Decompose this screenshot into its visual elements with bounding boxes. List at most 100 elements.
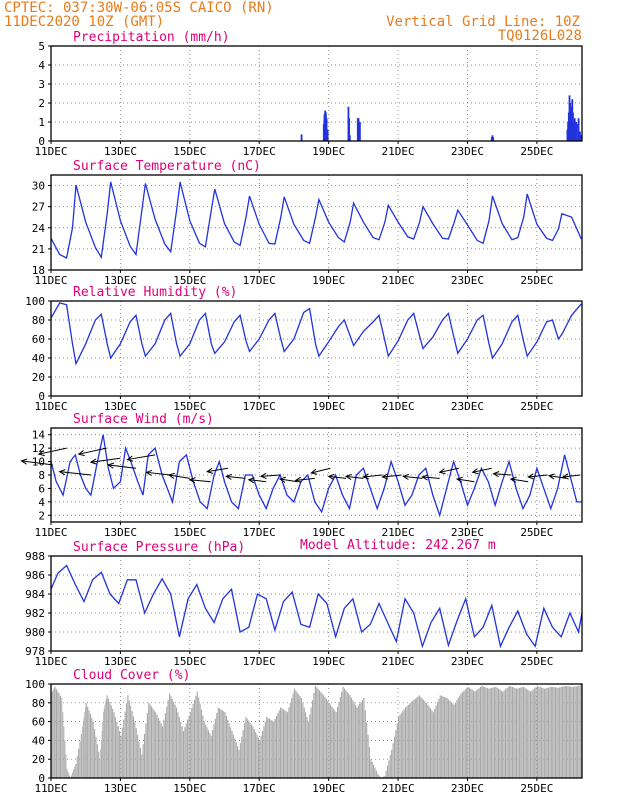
cloud-bar [98, 751, 100, 778]
cloud-bar [241, 736, 243, 778]
cloud-bar [492, 687, 494, 778]
cloud-bar [424, 701, 426, 778]
cloud-bar [405, 707, 407, 778]
cloud-bar [317, 688, 319, 778]
y-tick-label: 1 [38, 116, 45, 129]
cloud-bar [65, 754, 67, 778]
x-tick-label: 23DEC [451, 145, 484, 158]
cloud-bar [373, 764, 375, 778]
precip-bar [577, 118, 580, 141]
cloud-bar [271, 720, 273, 778]
cloud-bar [561, 686, 563, 778]
cloud-bar [520, 687, 522, 778]
panel-precip: 0 1 2 3 4 5 11DEC 13DEC 15DEC 17DEC 19DEC 21DEC 23DE… [34, 30, 583, 158]
cloud-bar [366, 722, 368, 778]
x-tick-label: 15DEC [173, 655, 206, 668]
y-tick-label: 2 [38, 97, 45, 110]
cloud-bar [239, 743, 241, 778]
cloud-bar [307, 721, 309, 778]
x-tick-label: 11DEC [34, 400, 67, 413]
cloud-bar [224, 712, 226, 778]
cloud-bar [130, 705, 132, 778]
cloud-bar [146, 713, 148, 778]
cloud-bar [127, 695, 129, 778]
cloud-bar [287, 712, 289, 778]
cloud-bar [284, 710, 286, 778]
x-tick-label: 21DEC [381, 145, 414, 158]
cloud-bar [73, 769, 75, 778]
cloud-bar [466, 688, 468, 778]
x-tick-label: 25DEC [520, 145, 553, 158]
cloud-bar [302, 702, 304, 778]
cloud-bar [414, 698, 416, 778]
x-tick-label: 11DEC [34, 526, 67, 539]
cloud-bar [61, 698, 63, 778]
header-grid-note: Vertical Grid Line: 10Z [386, 14, 580, 30]
panel-frame [50, 300, 583, 397]
cloud-bar [164, 713, 166, 778]
cloud-bar [379, 776, 380, 778]
cloud-bar [256, 734, 258, 778]
cloud-bar [196, 691, 198, 778]
x-tick-label: 13DEC [104, 145, 137, 158]
cloud-bar [170, 696, 172, 778]
cloud-bar [578, 685, 580, 778]
cloud-bar [389, 755, 391, 778]
cloud-bar [80, 733, 82, 778]
cloud-bar [550, 686, 552, 778]
x-tick-label: 23DEC [451, 274, 484, 287]
model-altitude: Model Altitude: 242.267 m [300, 538, 496, 553]
y-tick-label: 3 [38, 78, 45, 91]
cloud-bar [448, 699, 450, 778]
cloud-bar [85, 707, 86, 778]
x-tick-label: 13DEC [104, 400, 137, 413]
cloud-bar [138, 741, 140, 778]
cloud-bar [525, 688, 527, 778]
wind-arrow [403, 475, 423, 479]
x-tick-label: 13DEC [104, 782, 137, 795]
wind-arrow-head [77, 450, 85, 457]
cloud-bar [64, 740, 66, 778]
y-tick-label: 0 [38, 772, 45, 785]
cloud-bar [227, 719, 229, 778]
cloud-bar [495, 686, 497, 778]
cloud-bar [454, 702, 457, 778]
cloud-bar [534, 688, 536, 778]
wind-arrow [562, 474, 581, 478]
cloud-bar [546, 687, 548, 778]
cloud-bar [411, 700, 414, 778]
x-tick-label: 23DEC [451, 655, 484, 668]
wind-arrow [207, 467, 229, 473]
cloud-bar [442, 696, 444, 778]
cloud-bar [413, 699, 415, 778]
cloud-bar [441, 695, 443, 778]
cloud-bar [214, 718, 216, 778]
precip-bar [580, 135, 582, 141]
cloud-bar [327, 700, 329, 778]
cloud-bar [76, 756, 78, 778]
cloud-bar [335, 712, 337, 778]
panel-rh: 0 20 40 60 80 100 11DEC 13DEC 15DEC 17DEC 19DEC 21D… [25, 285, 583, 413]
wind-arrow [363, 474, 383, 478]
cloud-bar [529, 691, 532, 778]
cloud-bar [488, 688, 490, 778]
cloud-bar [410, 702, 412, 778]
cloud-bar [238, 749, 240, 778]
cloud-bar [213, 724, 215, 778]
x-tick-label: 17DEC [243, 274, 276, 287]
panel-frame [50, 174, 583, 271]
cloud-bar [245, 716, 247, 778]
wind-arrow [422, 476, 440, 479]
wind-arrow-head [259, 472, 267, 480]
wind-arrow [21, 460, 53, 466]
y-tick-label: 20 [32, 753, 45, 766]
x-tick-label: 15DEC [173, 274, 206, 287]
cloud-bar [57, 691, 59, 778]
x-tick-label: 17DEC [243, 526, 276, 539]
cloud-bar [117, 726, 119, 778]
cloud-bar [274, 718, 276, 778]
cloud-bar [367, 734, 369, 778]
cloud-bar [79, 741, 81, 778]
cloud-bar [349, 695, 351, 778]
cloud-bar [518, 687, 520, 778]
